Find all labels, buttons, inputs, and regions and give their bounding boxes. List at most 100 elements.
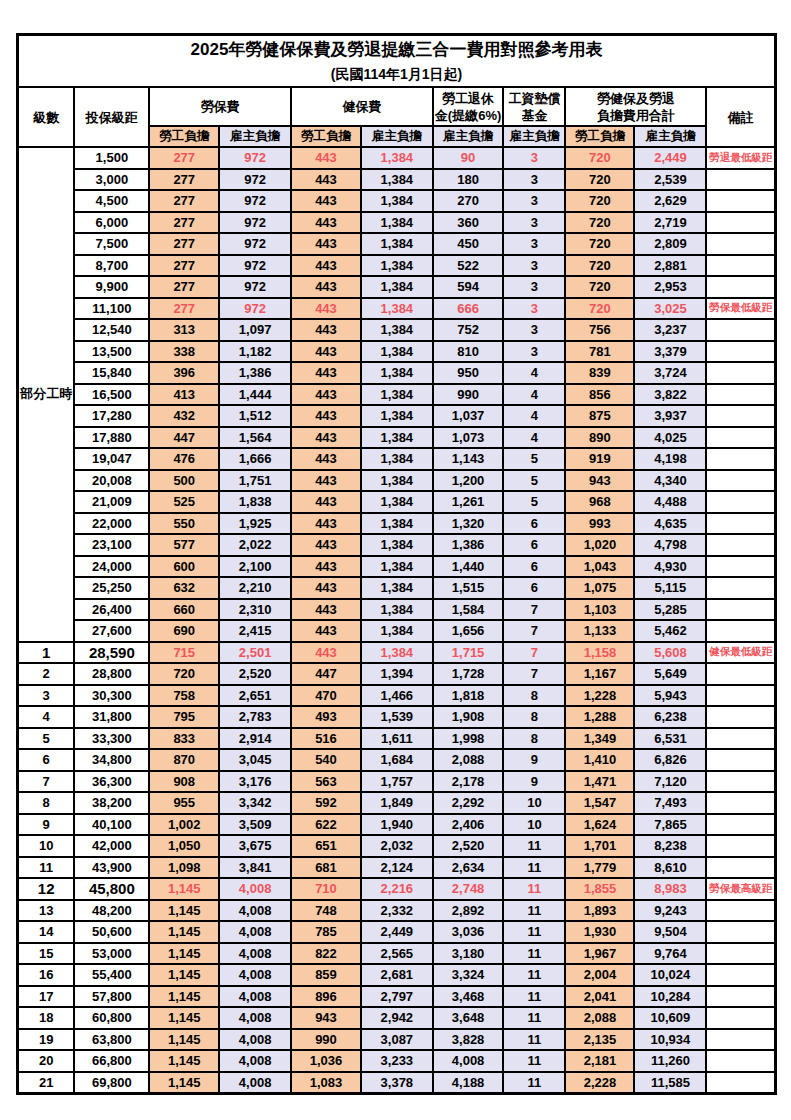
total-employee-cell: 890 xyxy=(565,427,634,449)
total-line1: 勞健保及勞退 xyxy=(597,91,675,106)
health-employee-cell: 896 xyxy=(291,986,361,1008)
health-employer-cell: 2,797 xyxy=(361,986,433,1008)
level-cell: 20 xyxy=(18,1050,75,1072)
health-employer-cell: 1,384 xyxy=(361,212,433,234)
level-cell: 9 xyxy=(18,814,75,836)
total-employer-cell: 8,610 xyxy=(634,857,706,879)
total-employee-cell: 1,893 xyxy=(565,900,634,922)
table-row: 1042,0001,0503,6756512,0322,520111,7018,… xyxy=(18,835,776,857)
health-employee-cell: 443 xyxy=(291,577,361,599)
salary-bracket-cell: 4,500 xyxy=(74,190,149,212)
total-employer-cell: 6,531 xyxy=(634,728,706,750)
pension-employer-cell: 1,515 xyxy=(433,577,503,599)
salary-bracket-cell: 28,800 xyxy=(74,663,149,685)
level-cell: 3 xyxy=(18,685,75,707)
subheader-health-employer: 雇主負擔 xyxy=(361,126,433,147)
table-row: 25,2506322,2104431,3841,51561,0755,115 xyxy=(18,577,776,599)
labor-employee-cell: 1,145 xyxy=(149,964,219,986)
total-employer-cell: 2,539 xyxy=(634,169,706,191)
note-cell xyxy=(706,835,775,857)
note-cell xyxy=(706,190,775,212)
subheader-labor-employer: 雇主負擔 xyxy=(219,126,291,147)
labor-employer-cell: 1,512 xyxy=(219,405,291,427)
fund-employer-cell: 5 xyxy=(503,448,565,470)
table-row: 1553,0001,1454,0088222,5653,180111,9679,… xyxy=(18,943,776,965)
labor-employer-cell: 4,008 xyxy=(219,1050,291,1072)
salary-bracket-cell: 53,000 xyxy=(74,943,149,965)
total-employer-cell: 5,649 xyxy=(634,663,706,685)
table-row: 838,2009553,3425921,8492,292101,5477,493 xyxy=(18,792,776,814)
salary-bracket-cell: 69,800 xyxy=(74,1072,149,1094)
labor-employee-cell: 1,145 xyxy=(149,1072,219,1094)
pension-employer-cell: 360 xyxy=(433,212,503,234)
level-cell: 5 xyxy=(18,728,75,750)
labor-employee-cell: 338 xyxy=(149,341,219,363)
fund-employer-cell: 6 xyxy=(503,577,565,599)
health-employer-cell: 1,384 xyxy=(361,405,433,427)
total-employee-cell: 2,228 xyxy=(565,1072,634,1094)
note-cell xyxy=(706,1007,775,1029)
note-cell xyxy=(706,319,775,341)
labor-employer-cell: 1,386 xyxy=(219,362,291,384)
health-employee-cell: 443 xyxy=(291,405,361,427)
fund-employer-cell: 6 xyxy=(503,534,565,556)
labor-employee-cell: 525 xyxy=(149,491,219,513)
salary-bracket-cell: 66,800 xyxy=(74,1050,149,1072)
table-row: 1450,6001,1454,0087852,4493,036111,9309,… xyxy=(18,921,776,943)
health-employee-cell: 443 xyxy=(291,599,361,621)
labor-employee-cell: 1,050 xyxy=(149,835,219,857)
table-row: 部分工時1,5002779724431,3849037202,449勞退最低級距 xyxy=(18,147,776,169)
salary-bracket-cell: 38,200 xyxy=(74,792,149,814)
table-row: 6,0002779724431,38436037202,719 xyxy=(18,212,776,234)
total-employer-cell: 9,764 xyxy=(634,943,706,965)
salary-bracket-cell: 17,280 xyxy=(74,405,149,427)
total-employee-cell: 1,158 xyxy=(565,642,634,664)
labor-employer-cell: 4,008 xyxy=(219,921,291,943)
total-employer-cell: 9,243 xyxy=(634,900,706,922)
labor-employee-cell: 1,145 xyxy=(149,1050,219,1072)
salary-bracket-cell: 17,880 xyxy=(74,427,149,449)
fund-employer-cell: 3 xyxy=(503,233,565,255)
salary-bracket-cell: 26,400 xyxy=(74,599,149,621)
fund-employer-cell: 5 xyxy=(503,491,565,513)
labor-employer-cell: 2,783 xyxy=(219,706,291,728)
health-employee-cell: 443 xyxy=(291,513,361,535)
level-cell: 13 xyxy=(18,900,75,922)
total-employer-cell: 2,881 xyxy=(634,255,706,277)
total-employer-cell: 3,237 xyxy=(634,319,706,341)
health-employer-cell: 1,611 xyxy=(361,728,433,750)
table-row: 3,0002779724431,38418037202,539 xyxy=(18,169,776,191)
level-cell: 19 xyxy=(18,1029,75,1051)
labor-employer-cell: 972 xyxy=(219,169,291,191)
total-employee-cell: 720 xyxy=(565,255,634,277)
health-employer-cell: 1,394 xyxy=(361,663,433,685)
labor-employer-cell: 3,675 xyxy=(219,835,291,857)
pension-employer-cell: 594 xyxy=(433,276,503,298)
salary-bracket-cell: 15,840 xyxy=(74,362,149,384)
pension-employer-cell: 1,998 xyxy=(433,728,503,750)
health-employer-cell: 2,124 xyxy=(361,857,433,879)
fund-employer-cell: 3 xyxy=(503,212,565,234)
total-employee-cell: 875 xyxy=(565,405,634,427)
table-row: 1757,8001,1454,0088962,7973,468112,04110… xyxy=(18,986,776,1008)
col-header-note: 備註 xyxy=(706,87,775,147)
fund-employer-cell: 6 xyxy=(503,513,565,535)
salary-bracket-cell: 43,900 xyxy=(74,857,149,879)
health-employer-cell: 1,384 xyxy=(361,319,433,341)
labor-employer-cell: 4,008 xyxy=(219,1072,291,1094)
subheader-pension-employer: 雇主負擔 xyxy=(433,126,503,147)
health-employee-cell: 443 xyxy=(291,448,361,470)
total-employee-cell: 943 xyxy=(565,470,634,492)
health-employee-cell: 443 xyxy=(291,384,361,406)
labor-employee-cell: 277 xyxy=(149,212,219,234)
table-row: 15,8403961,3864431,38495048393,724 xyxy=(18,362,776,384)
total-employee-cell: 993 xyxy=(565,513,634,535)
level-cell: 18 xyxy=(18,1007,75,1029)
health-employee-cell: 447 xyxy=(291,663,361,685)
labor-employee-cell: 833 xyxy=(149,728,219,750)
col-header-pension: 勞工退休金(提繳6%) xyxy=(433,87,503,126)
subheader-total-employer: 雇主負擔 xyxy=(634,126,706,147)
health-employee-cell: 443 xyxy=(291,491,361,513)
pension-employer-cell: 3,648 xyxy=(433,1007,503,1029)
health-employer-cell: 1,384 xyxy=(361,599,433,621)
